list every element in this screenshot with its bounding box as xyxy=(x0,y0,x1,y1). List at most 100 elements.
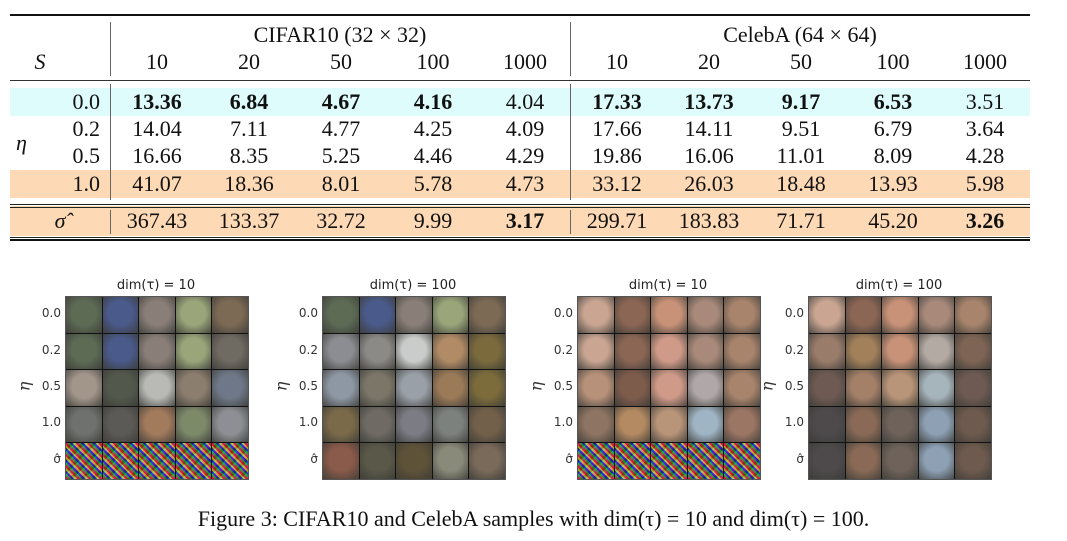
sample-image-tile xyxy=(323,406,359,443)
sample-image-tile xyxy=(102,406,139,443)
y-tick-label: σ̂ xyxy=(565,451,573,466)
header-rule xyxy=(10,80,1030,81)
sample-image-tile xyxy=(469,297,505,333)
sample-image-tile xyxy=(396,406,432,443)
sample-image-tile xyxy=(469,370,505,406)
sample-image-tile xyxy=(66,406,102,443)
sample-image-tile xyxy=(882,443,918,479)
table-cell-cifar: 4.16 xyxy=(413,89,453,114)
sample-image-tile xyxy=(687,370,724,406)
sample-image-tile xyxy=(845,443,882,479)
y-tick-label: 0.2 xyxy=(41,342,61,357)
table-cell-celeba: 33.12 xyxy=(592,171,642,196)
sample-image-tile xyxy=(212,333,248,370)
y-tick-label: 0.0 xyxy=(41,306,61,321)
sample-image-tile xyxy=(323,333,359,370)
s-axis-label: S xyxy=(34,49,46,74)
sample-image-tile xyxy=(845,333,882,370)
sample-image-tile xyxy=(396,370,432,406)
sample-image-grid xyxy=(808,296,992,480)
sample-image-tile xyxy=(955,370,991,406)
sigma-cell-cifar: 32.72 xyxy=(316,208,366,233)
col-header-cifar-100: 100 xyxy=(416,49,450,74)
y-tick-label: 1.0 xyxy=(784,415,804,430)
sample-image-tile xyxy=(651,406,687,443)
sample-image-tile xyxy=(432,297,469,333)
table-cell-cifar: 4.46 xyxy=(413,143,453,168)
sample-image-tile xyxy=(66,370,102,406)
y-tick-label: 0.2 xyxy=(553,342,573,357)
sample-image-tile xyxy=(955,443,991,479)
sample-image-tile xyxy=(724,443,760,479)
sample-image-tile xyxy=(882,333,918,370)
sigma-cell-cifar: 133.37 xyxy=(218,208,280,233)
panel-title: dim(τ) = 100 xyxy=(369,278,457,293)
table-cell-celeba: 16.06 xyxy=(684,143,734,168)
eta-row-label: 0.0 xyxy=(72,89,101,114)
sigma-separator-mid xyxy=(570,210,571,234)
sigma-row-label: σ̂ xyxy=(54,208,66,233)
sample-image-tile xyxy=(66,297,102,333)
sample-image-tile xyxy=(724,370,760,406)
table-cell-celeba: 13.73 xyxy=(684,89,734,114)
y-tick-label: σ̂ xyxy=(796,451,804,466)
sample-image-tile xyxy=(212,297,248,333)
table-cell-cifar: 13.36 xyxy=(132,89,182,114)
sample-image-grid xyxy=(577,296,761,480)
table-cell-celeba: 3.51 xyxy=(965,89,1005,114)
sample-image-tile xyxy=(578,443,614,479)
y-tick-label: 0.0 xyxy=(553,306,573,321)
sample-image-tile xyxy=(578,297,614,333)
table-cell-cifar: 6.84 xyxy=(229,89,269,114)
sample-image-tile xyxy=(212,406,248,443)
sample-image-tile xyxy=(614,370,651,406)
y-tick-label: σ̂ xyxy=(53,451,61,466)
sample-image-tile xyxy=(323,297,359,333)
sample-image-tile xyxy=(102,297,139,333)
table-cell-celeba: 19.86 xyxy=(592,143,642,168)
y-tick-label: 0.2 xyxy=(784,342,804,357)
sample-image-tile xyxy=(212,443,248,479)
y-tick-label: 1.0 xyxy=(553,415,573,430)
table-cell-cifar: 4.73 xyxy=(505,171,545,196)
y-axis-label: η xyxy=(271,381,291,392)
sample-image-tile xyxy=(432,333,469,370)
body-separator-mid xyxy=(570,84,571,200)
table-cell-celeba: 4.28 xyxy=(965,143,1005,168)
table-cell-cifar: 5.25 xyxy=(321,143,361,168)
sample-image-tile xyxy=(809,333,845,370)
sample-image-tile xyxy=(469,406,505,443)
sample-image-tile xyxy=(882,406,918,443)
y-tick-label: 0.0 xyxy=(298,306,318,321)
group-header-cifar10: CIFAR10 (32 × 32) xyxy=(253,22,427,47)
panel-title: dim(τ) = 100 xyxy=(855,278,943,293)
sample-image-tile xyxy=(651,443,687,479)
table-top-rule xyxy=(10,14,1030,16)
y-axis-label: η xyxy=(526,381,546,392)
sample-image-tile xyxy=(175,297,212,333)
col-header-celeba-100: 100 xyxy=(876,49,910,74)
header-separator-left xyxy=(110,22,111,76)
sample-image-tile xyxy=(724,333,760,370)
table-cell-cifar: 14.04 xyxy=(132,116,182,141)
y-tick-label: 0.5 xyxy=(553,379,573,393)
sample-image-tile xyxy=(102,443,139,479)
y-tick-label: 0.2 xyxy=(298,342,318,357)
sample-image-tile xyxy=(955,297,991,333)
col-header-celeba-10: 10 xyxy=(606,49,628,74)
sample-image-tile xyxy=(359,297,396,333)
sample-image-tile xyxy=(918,333,955,370)
sample-image-tile xyxy=(809,443,845,479)
table-bottom-rule-1 xyxy=(10,237,1030,238)
col-header-celeba-1000: 1000 xyxy=(963,49,1007,74)
sample-image-tile xyxy=(687,443,724,479)
col-header-cifar-10: 10 xyxy=(146,49,168,74)
y-axis-label: η xyxy=(757,381,777,392)
sample-image-tile xyxy=(469,333,505,370)
sample-image-tile xyxy=(102,333,139,370)
col-header-celeba-20: 20 xyxy=(698,49,720,74)
body-separator-left xyxy=(110,84,111,200)
sample-image-tile xyxy=(809,297,845,333)
sigma-cell-celeba: 299.71 xyxy=(586,208,648,233)
table-cell-cifar: 41.07 xyxy=(132,171,182,196)
